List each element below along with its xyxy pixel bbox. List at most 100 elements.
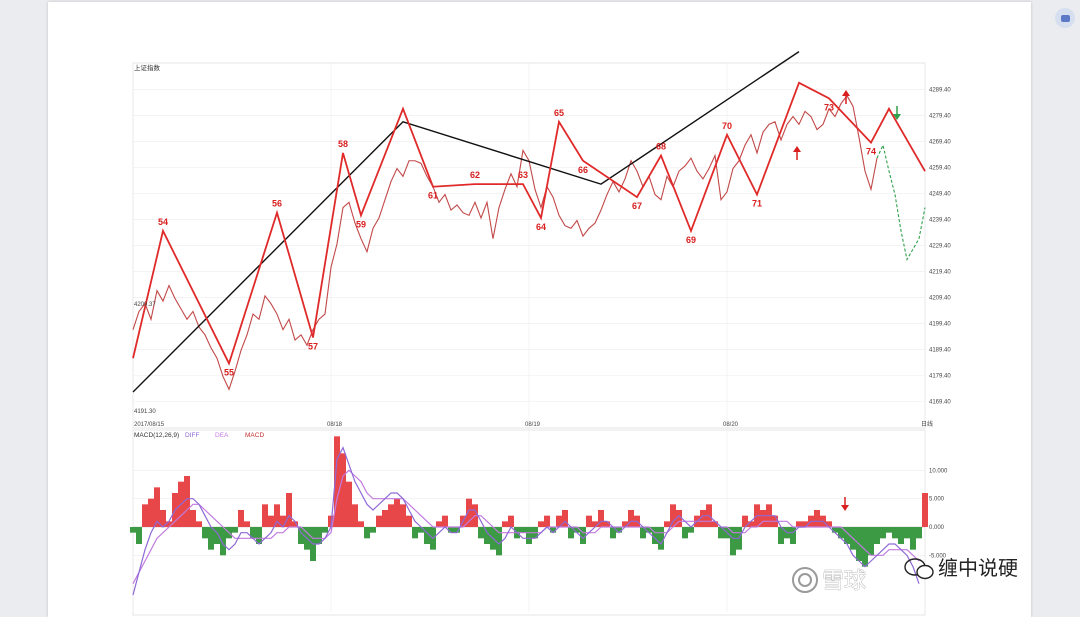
macd-bar [232, 527, 238, 533]
macd-bar [268, 515, 274, 527]
macd-bar [838, 527, 844, 539]
macd-bar [190, 510, 196, 527]
wave-label: 61 [428, 191, 438, 201]
wave-label: 73 [824, 102, 834, 112]
macd-bar [394, 498, 400, 527]
macd-bar [454, 527, 460, 533]
macd-bar [250, 527, 256, 539]
macd-bar [652, 527, 658, 544]
wave-label: 67 [632, 201, 642, 211]
macd-tick-label: 10.000 [929, 468, 948, 474]
macd-bar [604, 521, 610, 527]
macd-bar [598, 510, 604, 527]
macd-bar [166, 521, 172, 527]
macd-bar [142, 504, 148, 527]
macd-tick-label: 0.000 [929, 525, 945, 531]
wechat-account-name: 缠中说硬 [938, 556, 1018, 580]
macd-bar [244, 521, 250, 527]
macd-legend-diff: DIFF [185, 432, 199, 439]
macd-bar [730, 527, 736, 556]
macd-bar [748, 521, 754, 527]
time-tick-label: 日线 [921, 420, 933, 428]
macd-bar [892, 527, 898, 539]
price-tick-label: 4229.40 [929, 243, 951, 249]
price-tick-label: 4249.40 [929, 191, 951, 197]
macd-bar [262, 504, 268, 527]
time-axis: 2017/08/15 08/18 08/19 08/20 日线 [134, 420, 933, 428]
wave-label: 70 [722, 121, 732, 131]
macd-bar [898, 527, 904, 544]
macd-bar [370, 527, 376, 533]
chart-paper [48, 2, 1031, 617]
price-tick-label: 4189.40 [929, 347, 951, 353]
macd-bar [286, 493, 292, 527]
trend-line [132, 51, 800, 393]
macd-bar [496, 527, 502, 556]
wechat-icon [904, 558, 934, 580]
macd-bar [886, 527, 892, 533]
macd-bar [382, 510, 388, 527]
macd-bar [238, 510, 244, 527]
wave-label: 63 [518, 170, 528, 180]
price-tick-label: 4259.40 [929, 166, 951, 172]
xueqiu-logo-icon [792, 567, 818, 593]
macd-bar [862, 527, 868, 567]
wave-label: 66 [578, 165, 588, 175]
macd-bar [544, 515, 550, 527]
macd-legend-macd: MACD [245, 432, 264, 439]
macd-bar [676, 510, 682, 527]
macd-bar [352, 504, 358, 527]
macd-bar [436, 521, 442, 527]
wave-label: 56 [272, 199, 282, 209]
time-tick-label: 08/18 [327, 422, 343, 428]
macd-bar [700, 510, 706, 527]
macd-bar [160, 510, 166, 527]
macd-bar [550, 527, 556, 533]
macd-bar [340, 453, 346, 527]
macd-bar [130, 527, 136, 533]
price-line-tail [876, 143, 926, 262]
macd-bar [646, 527, 652, 533]
macd-bar [718, 527, 724, 539]
macd-bar [154, 487, 160, 527]
macd-bar [214, 527, 220, 544]
macd-bar [712, 521, 718, 527]
diff-line [132, 446, 920, 596]
macd-bar [400, 504, 406, 527]
macd-bar [346, 481, 352, 527]
macd-bar [466, 498, 472, 527]
macd-bar [868, 527, 874, 556]
macd-bar [376, 515, 382, 527]
macd-bar [742, 515, 748, 527]
dea-line [132, 469, 920, 584]
macd-bar [844, 527, 850, 544]
macd-bar [256, 527, 262, 544]
macd-bar [538, 521, 544, 527]
wave-labels: 54 55 56 57 58 59 61 62 63 64 65 66 67 68 69 70 71 73 74 [158, 102, 876, 377]
price-tick-label: 4279.40 [929, 114, 951, 120]
macd-tick-label: 5.000 [929, 497, 945, 503]
macd-bar [592, 521, 598, 527]
macd-bar [484, 527, 490, 544]
macd-bar [562, 510, 568, 527]
macd-bar [274, 504, 280, 527]
macd-bar [208, 527, 214, 550]
macd-bar [202, 527, 208, 539]
macd-bar [688, 527, 694, 533]
xueqiu-watermark: 雪球 [822, 569, 866, 594]
macd-bar [316, 527, 322, 544]
up-arrow-icon-2 [842, 90, 850, 104]
macd-bar [442, 515, 448, 527]
macd-bar [184, 476, 190, 527]
corner-profile-button[interactable] [1055, 8, 1075, 28]
macd-bar [922, 493, 928, 527]
macd-bar [796, 521, 802, 527]
macd-bar [760, 510, 766, 527]
macd-bar [556, 515, 562, 527]
macd-bar [910, 527, 916, 550]
macd-bar [478, 527, 484, 539]
macd-bar [364, 527, 370, 539]
down-arrow-icon [893, 106, 901, 120]
macd-bar [388, 504, 394, 527]
macd-bar [658, 527, 664, 550]
